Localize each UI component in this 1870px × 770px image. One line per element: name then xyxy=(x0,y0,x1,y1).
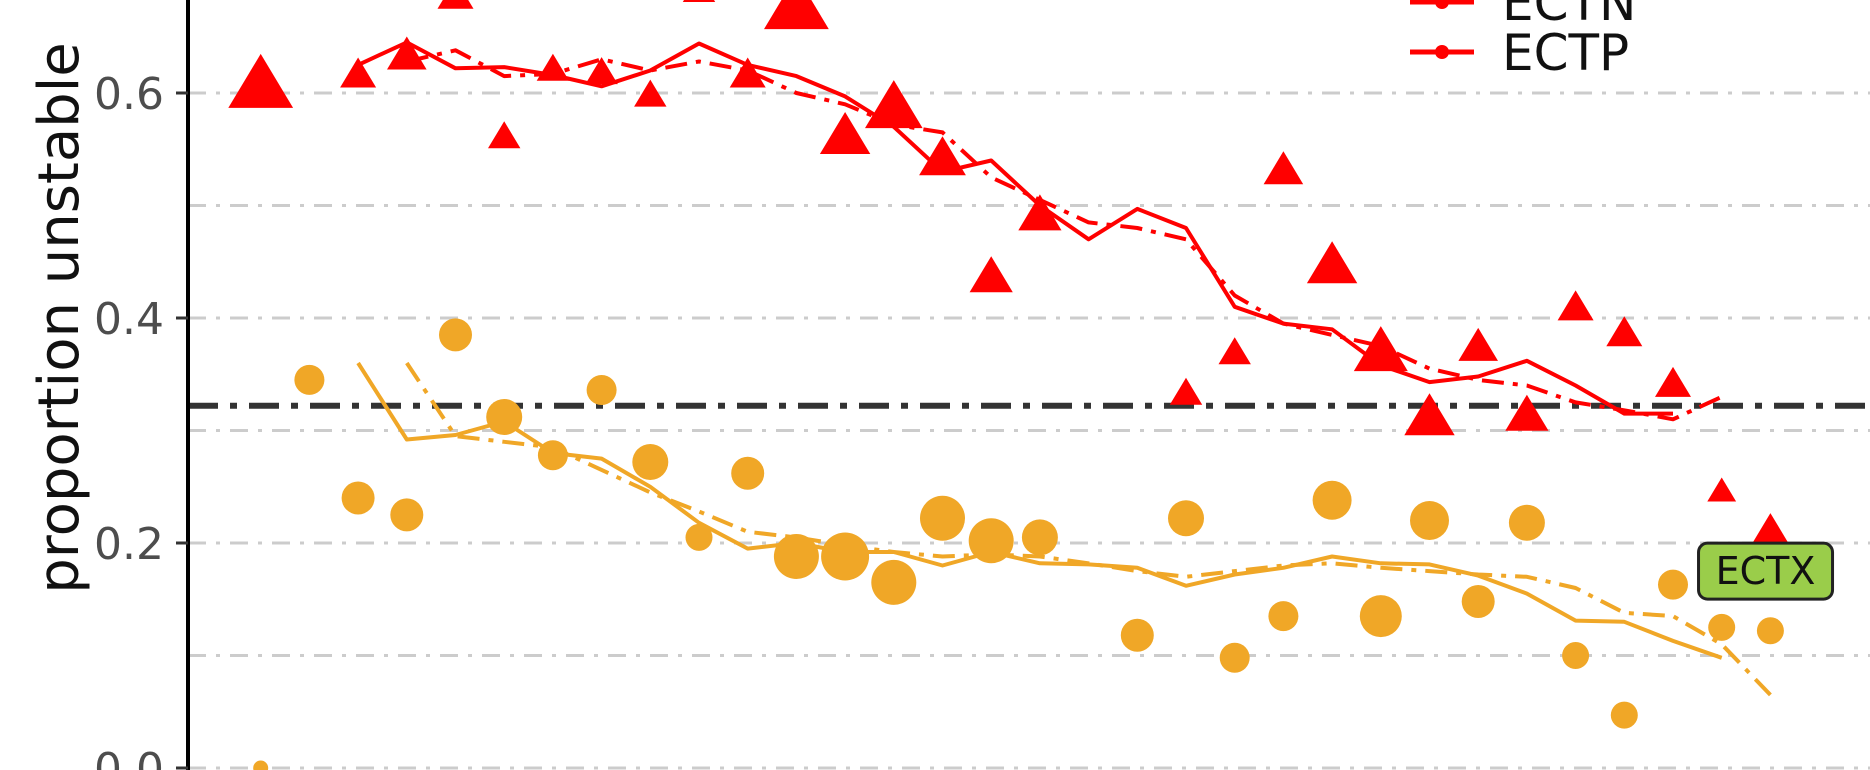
circle-point xyxy=(1562,642,1590,669)
triangle-point xyxy=(1752,513,1789,544)
triangle-point xyxy=(1505,394,1549,431)
triangle-point xyxy=(969,256,1013,293)
circle-point xyxy=(1268,601,1299,632)
triangle-point xyxy=(1306,241,1358,284)
red-dashdot-trend-line xyxy=(406,48,1723,422)
triangle-point xyxy=(387,36,427,70)
circle-point xyxy=(1410,501,1449,540)
circle-point xyxy=(1708,613,1736,641)
annotation-box xyxy=(1697,541,1835,601)
triangle-point xyxy=(437,0,474,9)
circle-point xyxy=(341,481,375,515)
triangle-point xyxy=(1018,194,1062,231)
legend-key-point xyxy=(1435,45,1449,59)
trend-lines xyxy=(356,40,1772,697)
legend-label: ECTP xyxy=(1502,24,1629,82)
triangle-point xyxy=(1404,393,1455,436)
circle-point xyxy=(1312,480,1352,520)
y-tick-label: 0.2 xyxy=(94,519,164,570)
triangle-point xyxy=(228,53,294,108)
circle-point xyxy=(1021,519,1058,556)
triangle-point xyxy=(1353,326,1408,372)
annotation-label: ECTX xyxy=(1716,549,1816,593)
y-tick-label: 0.4 xyxy=(94,294,164,345)
circle-point xyxy=(731,456,765,490)
triangle-point xyxy=(1606,316,1643,347)
red-solid-trend-line xyxy=(357,40,1673,416)
circle-point xyxy=(294,364,325,395)
triangle-point xyxy=(1218,337,1251,365)
circle-point xyxy=(773,534,819,579)
triangle-point xyxy=(1707,477,1737,502)
triangle-point xyxy=(1169,377,1203,405)
circle-point xyxy=(821,532,870,581)
y-axis-title: proportion unstable xyxy=(27,42,92,594)
circle-point xyxy=(968,518,1014,564)
circle-point xyxy=(586,375,617,405)
data-points xyxy=(228,0,1789,770)
circle-point xyxy=(537,440,568,471)
circle-point xyxy=(920,495,965,541)
triangle-point xyxy=(1557,290,1594,321)
y-tick-label: 0.6 xyxy=(94,69,164,120)
circle-point xyxy=(1120,618,1154,652)
circle-point xyxy=(1168,500,1204,537)
triangle-point xyxy=(585,57,618,85)
triangle-point xyxy=(729,57,766,88)
triangle-point xyxy=(1655,366,1691,397)
circle-point xyxy=(253,760,269,770)
circle-point xyxy=(871,559,917,605)
orange-solid-trend-line xyxy=(356,361,1723,660)
orange-dashdot-trend-line xyxy=(405,361,1772,697)
annotations: ECTX xyxy=(1697,541,1835,601)
circle-point xyxy=(439,318,472,352)
triangle-point xyxy=(488,121,521,149)
circle-point xyxy=(390,498,424,532)
legend-key-point xyxy=(1435,0,1449,9)
triangle-point xyxy=(340,57,377,88)
triangle-point xyxy=(536,53,570,81)
circle-point xyxy=(486,399,523,435)
circle-point xyxy=(1610,701,1638,729)
triangle-point xyxy=(819,112,871,154)
triangle-point xyxy=(1263,151,1304,185)
triangle-point xyxy=(764,0,829,30)
legend-label: ECTN xyxy=(1502,0,1636,32)
circle-point xyxy=(1756,617,1784,645)
triangle-point xyxy=(634,79,667,107)
triangle-point xyxy=(919,136,966,176)
circle-point xyxy=(1219,642,1250,673)
circle-point xyxy=(632,444,669,480)
circle-point xyxy=(1461,585,1495,618)
triangle-point xyxy=(1458,327,1498,361)
circle-point xyxy=(1658,569,1688,600)
y-axis-ticks: 0.0 0.2 0.4 0.6 xyxy=(94,69,188,770)
circle-point xyxy=(1359,595,1402,638)
circle-point xyxy=(685,523,713,551)
triangle-point xyxy=(682,0,716,2)
circle-point xyxy=(1508,504,1545,541)
y-tick-label: 0.0 xyxy=(94,744,164,770)
triangle-point xyxy=(865,80,923,129)
